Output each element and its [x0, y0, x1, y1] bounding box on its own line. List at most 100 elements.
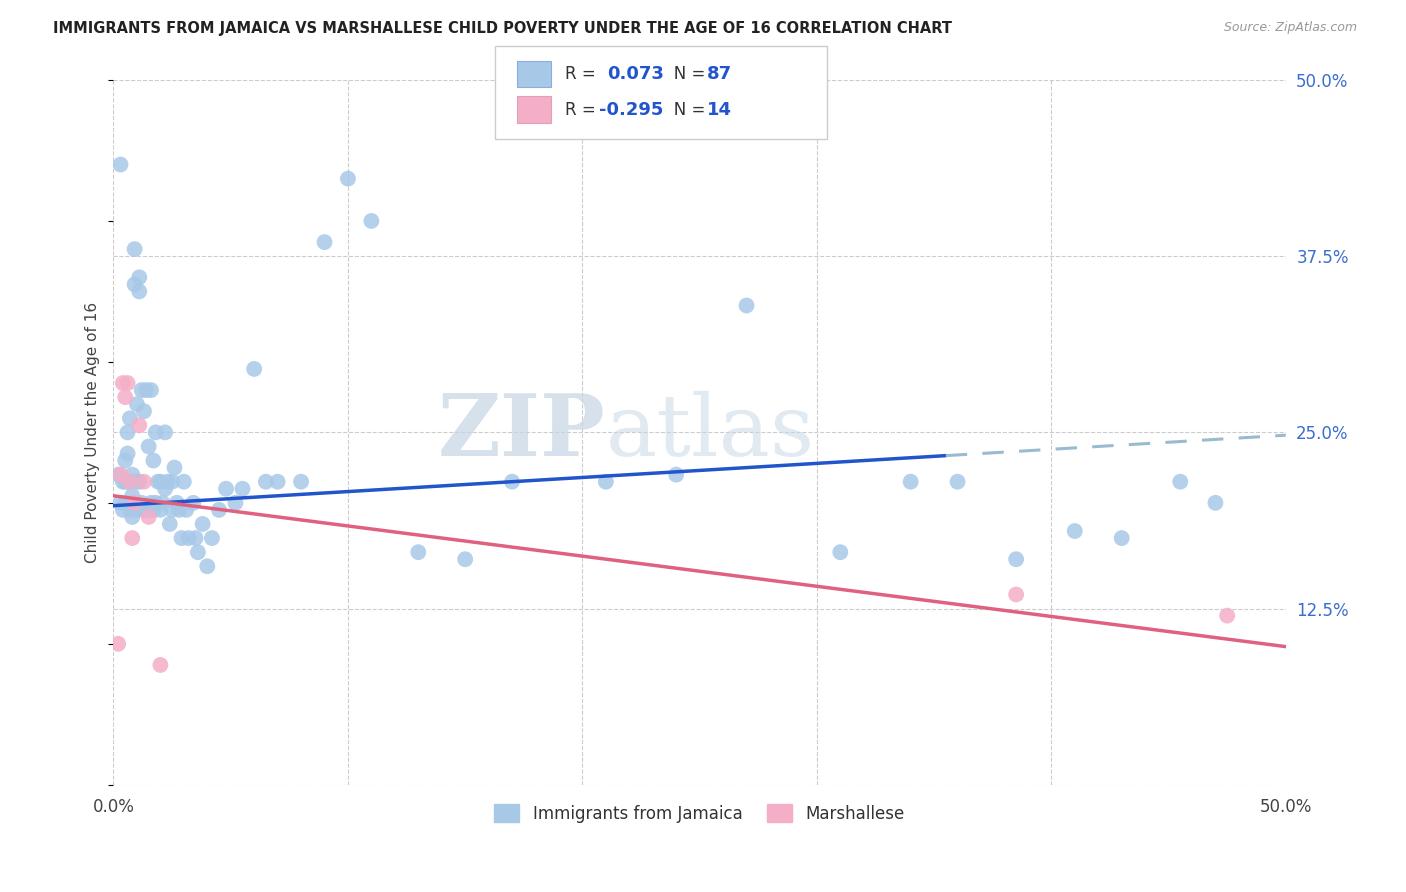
Point	[117, 376, 139, 390]
Point	[125, 397, 148, 411]
Point	[408, 545, 430, 559]
Point	[149, 475, 172, 489]
Point	[735, 298, 758, 312]
Point	[107, 467, 129, 482]
Point	[114, 496, 136, 510]
Y-axis label: Child Poverty Under the Age of 16: Child Poverty Under the Age of 16	[86, 301, 100, 563]
Point	[117, 475, 139, 489]
Point	[117, 425, 139, 440]
Point	[114, 390, 136, 404]
Point	[1005, 552, 1028, 566]
Text: R =: R =	[565, 101, 602, 119]
Point	[290, 475, 312, 489]
Text: atlas: atlas	[606, 391, 815, 474]
Text: -0.295: -0.295	[599, 101, 664, 119]
Point	[181, 496, 204, 510]
Point	[121, 531, 143, 545]
Text: 0.073: 0.073	[607, 65, 664, 83]
Point	[174, 503, 197, 517]
Point	[124, 242, 146, 256]
Point	[1111, 531, 1133, 545]
Point	[111, 376, 134, 390]
Point	[215, 482, 238, 496]
Point	[153, 425, 176, 440]
Point	[125, 475, 148, 489]
Point	[173, 475, 195, 489]
Point	[121, 467, 143, 482]
Point	[139, 496, 162, 510]
Point	[128, 475, 150, 489]
Point	[1204, 496, 1226, 510]
Point	[191, 516, 214, 531]
Point	[121, 489, 143, 503]
Point	[142, 503, 165, 517]
Text: N =: N =	[658, 65, 710, 83]
Point	[124, 277, 146, 292]
Point	[946, 475, 969, 489]
Point	[160, 503, 183, 517]
Point	[360, 214, 382, 228]
Point	[266, 475, 288, 489]
Point	[501, 475, 523, 489]
Point	[224, 496, 246, 510]
Point	[145, 425, 167, 440]
Point	[138, 440, 160, 454]
Point	[118, 475, 141, 489]
Point	[156, 475, 179, 489]
Text: R =: R =	[565, 65, 606, 83]
Point	[231, 482, 253, 496]
Point	[159, 516, 181, 531]
Point	[110, 496, 132, 510]
Point	[208, 503, 231, 517]
Point	[121, 510, 143, 524]
Point	[131, 383, 153, 397]
Point	[900, 475, 922, 489]
Point	[110, 467, 132, 482]
Point	[336, 171, 359, 186]
Point	[132, 475, 155, 489]
Text: N =: N =	[658, 101, 710, 119]
Point	[138, 503, 160, 517]
Point	[128, 285, 150, 299]
Point	[125, 503, 148, 517]
Point	[138, 510, 160, 524]
Point	[135, 383, 157, 397]
Point	[163, 460, 186, 475]
Point	[128, 270, 150, 285]
Point	[1216, 608, 1239, 623]
Point	[153, 482, 176, 496]
Point	[254, 475, 277, 489]
Text: 14: 14	[707, 101, 733, 119]
Point	[595, 475, 617, 489]
Point	[665, 467, 688, 482]
Point	[160, 475, 183, 489]
Point	[135, 503, 157, 517]
Point	[114, 453, 136, 467]
Point	[1063, 524, 1085, 538]
Point	[149, 503, 172, 517]
Point	[118, 503, 141, 517]
Point	[124, 496, 146, 510]
Text: IMMIGRANTS FROM JAMAICA VS MARSHALLESE CHILD POVERTY UNDER THE AGE OF 16 CORRELA: IMMIGRANTS FROM JAMAICA VS MARSHALLESE C…	[53, 21, 952, 36]
Point	[128, 418, 150, 433]
Point	[107, 637, 129, 651]
Point	[454, 552, 477, 566]
Point	[145, 496, 167, 510]
Point	[132, 503, 155, 517]
Point	[117, 446, 139, 460]
Point	[132, 404, 155, 418]
Point	[114, 475, 136, 489]
Point	[201, 531, 224, 545]
Point	[149, 657, 172, 672]
Point	[1168, 475, 1191, 489]
Point	[170, 531, 193, 545]
Point	[118, 475, 141, 489]
Point	[139, 383, 162, 397]
Point	[195, 559, 218, 574]
Point	[314, 235, 336, 249]
Text: Source: ZipAtlas.com: Source: ZipAtlas.com	[1223, 21, 1357, 34]
Point	[131, 496, 153, 510]
Point	[1005, 587, 1028, 601]
Point	[146, 475, 169, 489]
Text: ZIP: ZIP	[439, 391, 606, 475]
